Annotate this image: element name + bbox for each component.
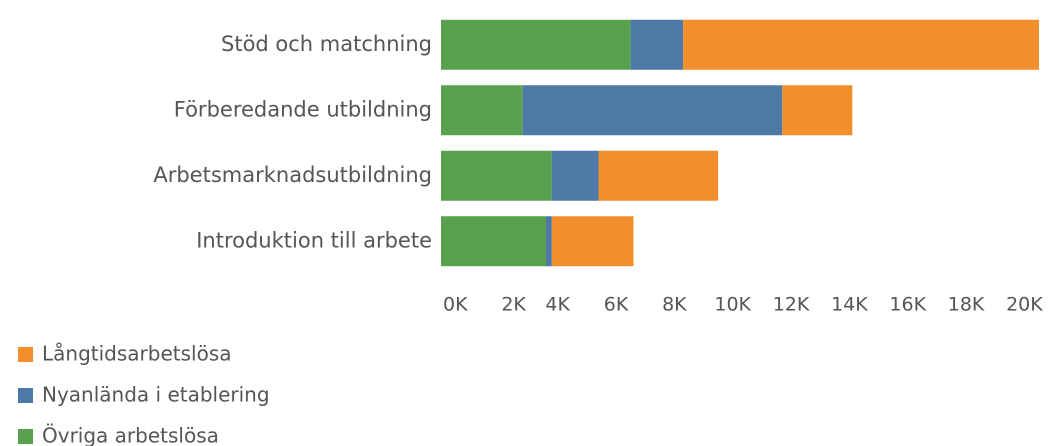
x-tick-label: 2K xyxy=(501,294,526,316)
legend-label: Nyanlända i etablering xyxy=(42,383,270,407)
bar-segment xyxy=(441,85,523,136)
bar-segment xyxy=(683,19,1039,70)
x-tick-label: 0K xyxy=(443,294,468,316)
category-label: Introduktion till arbete xyxy=(196,228,432,252)
bar-segment xyxy=(551,216,634,267)
legend-swatch xyxy=(18,429,33,444)
x-tick-label: 18K xyxy=(948,294,985,316)
legend-label: Övriga arbetslösa xyxy=(42,424,219,446)
x-tick-label: 14K xyxy=(831,294,868,316)
category-label: Arbetsmarknadsutbildning xyxy=(153,163,432,187)
x-tick-label: 16K xyxy=(889,294,926,316)
legend-swatch xyxy=(18,388,33,403)
x-tick-label: 10K xyxy=(714,294,751,316)
bar-segment xyxy=(522,85,783,136)
bar-segment xyxy=(441,216,547,267)
x-tick-label: 12K xyxy=(773,294,810,316)
category-label: Förberedande utbildning xyxy=(174,97,432,121)
bar-segment xyxy=(551,150,599,201)
bar-segment xyxy=(546,216,552,267)
bar-segment xyxy=(441,19,631,70)
category-label: Stöd och matchning xyxy=(221,32,432,56)
legend-label: Långtidsarbetslösa xyxy=(42,342,232,366)
bar-segment xyxy=(782,85,853,136)
x-tick-label: 4K xyxy=(545,294,570,316)
bar-segment xyxy=(441,150,552,201)
legend-swatch xyxy=(18,347,33,362)
bar-segment xyxy=(598,150,719,201)
x-tick-label: 20K xyxy=(1006,294,1043,316)
x-tick-label: 8K xyxy=(662,294,687,316)
bar-segment xyxy=(630,19,684,70)
x-tick-label: 6K xyxy=(604,294,629,316)
